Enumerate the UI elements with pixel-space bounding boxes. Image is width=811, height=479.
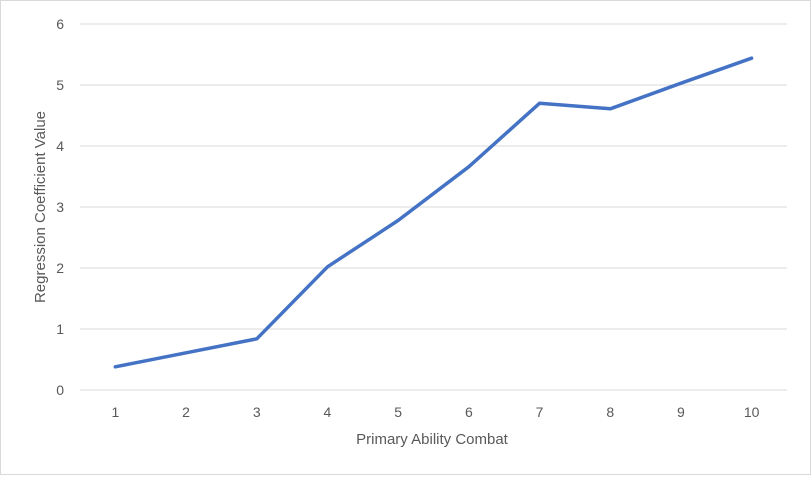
x-tick-labels: 1 2 3 4 5 6 7 8 9 10 [111,404,759,420]
series-lines [113,56,754,369]
x-tick-label: 5 [394,404,402,420]
y-tick-label: 3 [56,199,64,215]
series-line [113,56,754,369]
x-tick-label: 10 [744,404,760,420]
x-tick-label: 1 [111,404,119,420]
y-tick-label: 1 [56,321,64,337]
x-tick-label: 8 [606,404,614,420]
y-tick-label: 6 [56,16,64,32]
y-axis-label: Regression Coefficient Value [32,111,49,303]
gridlines [80,23,787,391]
y-tick-labels: 0 1 2 3 4 5 6 [56,16,64,398]
x-tick-label: 2 [182,404,190,420]
x-tick-label: 9 [677,404,685,420]
y-tick-label: 5 [56,77,64,93]
x-tick-label: 4 [324,404,332,420]
x-axis-label: Primary Ability Combat [356,431,509,448]
y-tick-label: 0 [56,382,64,398]
x-tick-label: 3 [253,404,261,420]
y-tick-label: 2 [56,260,64,276]
y-tick-label: 4 [56,138,64,154]
x-tick-label: 6 [465,404,473,420]
x-tick-label: 7 [536,404,544,420]
